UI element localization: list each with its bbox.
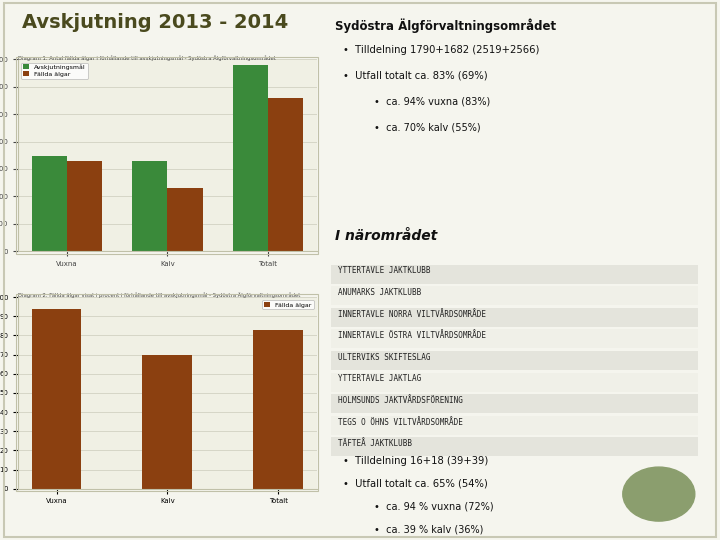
- Text: HOLMSUNDS JAKTVÅRDSFÖRENING: HOLMSUNDS JAKTVÅRDSFÖRENING: [338, 396, 463, 405]
- Text: ANUMARKS JAKTKLUBB: ANUMARKS JAKTKLUBB: [338, 288, 422, 297]
- Text: •  ca. 94% vuxna (83%): • ca. 94% vuxna (83%): [374, 97, 490, 107]
- Text: INNERTAVLE NORRA VILTVÅRDSOMRÅDE: INNERTAVLE NORRA VILTVÅRDSOMRÅDE: [338, 309, 487, 319]
- Legend: Fällda älgar: Fällda älgar: [262, 300, 314, 309]
- Text: YTTERTAVLE JAKTKLUBB: YTTERTAVLE JAKTKLUBB: [338, 266, 431, 275]
- Text: Diagram 1: Antal fällda älgar i förhållande till avskjutningsmål - Sydöstra Älgf: Diagram 1: Antal fällda älgar i förhålla…: [18, 55, 276, 61]
- Bar: [132, 161, 168, 251]
- Text: INNERTAVLE ÖSTRA VILTVÅRDSOMRÅDE: INNERTAVLE ÖSTRA VILTVÅRDSOMRÅDE: [338, 331, 487, 340]
- Bar: [32, 156, 67, 251]
- Bar: [143, 354, 192, 489]
- Text: Avskjutning 2013 - 2014: Avskjutning 2013 - 2014: [22, 14, 288, 32]
- Text: •  ca. 94 % vuxna (72%): • ca. 94 % vuxna (72%): [374, 502, 494, 512]
- Bar: [32, 308, 81, 489]
- Bar: [67, 161, 102, 251]
- Bar: [253, 329, 303, 489]
- Text: Sydöstra Älgförvaltningsområdet: Sydöstra Älgförvaltningsområdet: [335, 19, 556, 33]
- Text: •  Tilldelning 1790+1682 (2519+2566): • Tilldelning 1790+1682 (2519+2566): [343, 45, 540, 55]
- Text: I närområdet: I närområdet: [335, 230, 437, 244]
- Text: •  Utfall totalt ca. 65% (54%): • Utfall totalt ca. 65% (54%): [343, 479, 488, 489]
- Text: •  Tilldelning 16+18 (39+39): • Tilldelning 16+18 (39+39): [343, 456, 489, 467]
- Text: ULTERVIKS SKIFTESLAG: ULTERVIKS SKIFTESLAG: [338, 353, 431, 362]
- Text: •  ca. 70% kalv (55%): • ca. 70% kalv (55%): [374, 123, 481, 133]
- Text: YTTERTAVLE JAKTLAG: YTTERTAVLE JAKTLAG: [338, 374, 422, 383]
- Bar: [233, 65, 268, 251]
- Bar: [168, 188, 202, 251]
- Legend: Avskjutningsmål, Fällda älgar: Avskjutningsmål, Fällda älgar: [21, 63, 88, 79]
- Text: •  Utfall totalt ca. 83% (69%): • Utfall totalt ca. 83% (69%): [343, 71, 488, 81]
- Text: Diagram 2: Fällda älgar visat i procent i förhållande till avskjutningsmål - Syd: Diagram 2: Fällda älgar visat i procent …: [18, 293, 300, 299]
- Text: •  ca. 39 % kalv (36%): • ca. 39 % kalv (36%): [374, 524, 484, 535]
- Text: TEGS O ÖHNS VILTVÅRDSOMRÅDE: TEGS O ÖHNS VILTVÅRDSOMRÅDE: [338, 417, 463, 427]
- Bar: [268, 98, 303, 251]
- Text: TÄFTEÅ JAKTKLUBB: TÄFTEÅ JAKTKLUBB: [338, 439, 413, 448]
